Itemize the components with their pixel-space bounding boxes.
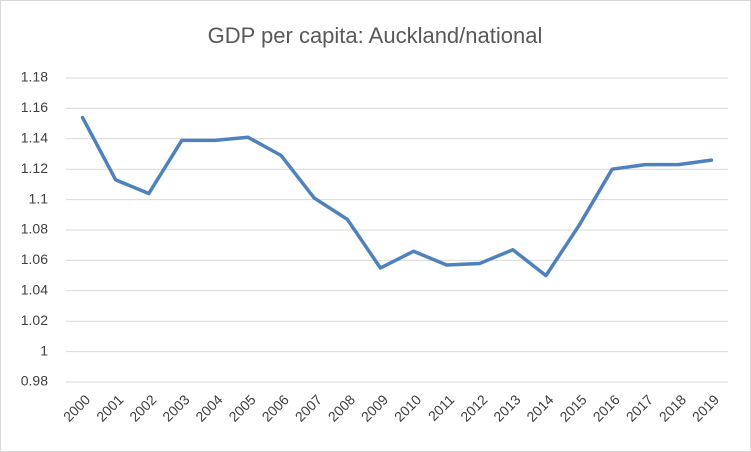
y-tick-label: 1.14 (21, 130, 48, 146)
chart-title: GDP per capita: Auckland/national (208, 23, 543, 48)
y-tick-label: 1.18 (21, 69, 48, 85)
y-tick-label: 1.06 (21, 251, 48, 267)
data-line (80, 115, 714, 278)
y-tick-label: 1.1 (29, 190, 49, 206)
y-tick-label: 1 (40, 342, 48, 358)
y-tick-label: 1.08 (21, 221, 48, 237)
y-tick-label: 1.12 (21, 160, 48, 176)
y-tick-label: 1.04 (21, 282, 48, 298)
y-tick-label: 1.02 (21, 312, 48, 328)
y-tick-label: 1.16 (21, 99, 48, 115)
y-tick-label: 0.98 (21, 373, 48, 389)
